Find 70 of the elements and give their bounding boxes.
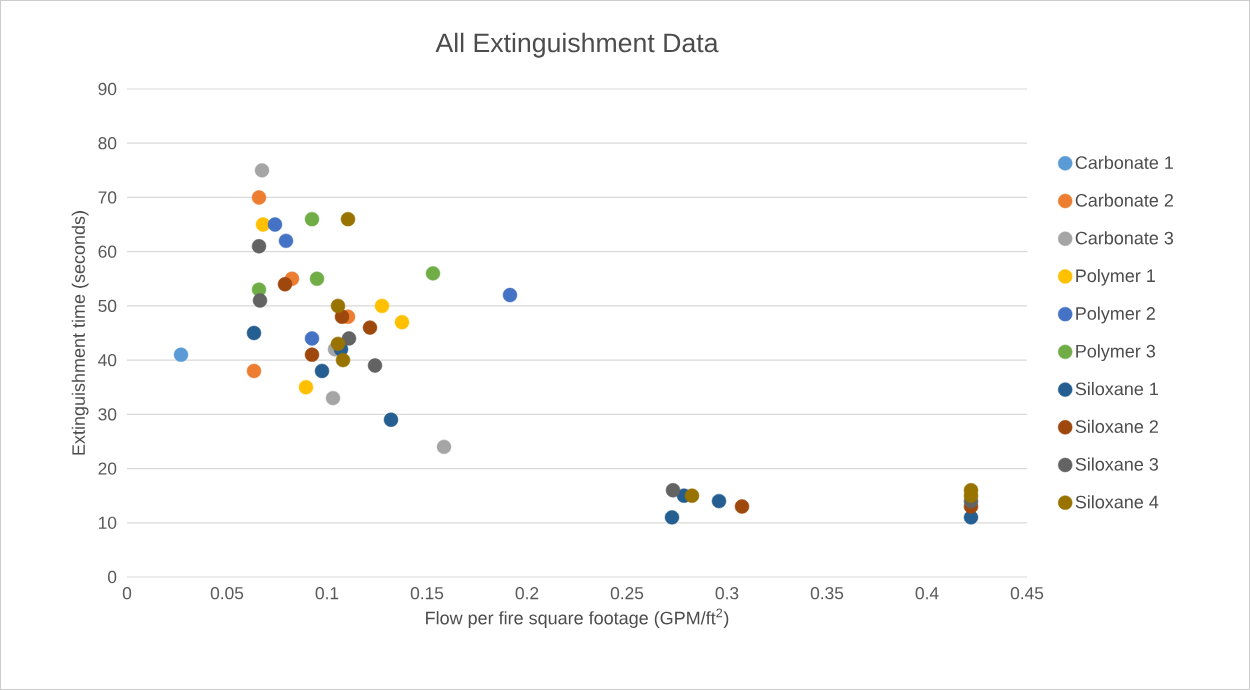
legend-label: Polymer 2	[1076, 306, 1155, 324]
point	[330, 298, 346, 314]
x-tick-label: 0.45	[1010, 587, 1044, 600]
point	[711, 493, 727, 509]
point	[304, 211, 320, 227]
point	[325, 390, 341, 406]
y-tick-label: 20	[98, 462, 117, 475]
x-tick-label: 0.05	[210, 587, 244, 600]
point	[664, 510, 680, 525]
x-tick-label: 0.3	[715, 587, 739, 600]
y-tick-label: 90	[98, 82, 117, 96]
point	[251, 239, 267, 254]
y-tick-label: 10	[98, 516, 117, 529]
point	[665, 483, 681, 498]
point	[298, 380, 314, 395]
point	[367, 358, 383, 373]
point	[374, 298, 390, 314]
x-tick-label: 0.35	[810, 587, 844, 600]
point	[335, 352, 351, 368]
y-tick-label: 60	[98, 245, 117, 258]
point	[267, 217, 283, 232]
point	[383, 412, 399, 427]
legend-label: Carbonate 1	[1075, 155, 1173, 169]
point	[309, 271, 325, 286]
x-tick-label: 0.2	[515, 587, 539, 600]
point	[278, 233, 294, 249]
point	[304, 347, 320, 362]
legend-label: Polymer 1	[1076, 268, 1155, 286]
point	[246, 325, 262, 341]
legend-label: Siloxane 1	[1075, 382, 1158, 396]
legend-label: Carbonate 2	[1075, 193, 1173, 207]
legend-label: Siloxane 4	[1075, 495, 1159, 509]
point	[436, 439, 452, 455]
y-tick-label: 30	[98, 408, 117, 421]
point	[425, 266, 441, 281]
point	[334, 309, 350, 324]
point	[341, 331, 357, 346]
point	[304, 331, 320, 346]
point	[330, 336, 346, 352]
point	[734, 499, 750, 514]
y-tick-label: 50	[98, 299, 117, 313]
point	[362, 320, 378, 335]
chart-title: All Extinguishment Data	[435, 32, 719, 58]
point	[314, 363, 330, 379]
y-tick-label: 70	[98, 191, 117, 204]
point	[252, 293, 268, 308]
point	[502, 287, 518, 303]
legend-label: Polymer 3	[1076, 344, 1156, 362]
point	[340, 211, 356, 227]
point	[255, 217, 271, 232]
y-tick-label: 0	[107, 570, 117, 584]
x-tick-label: 0.15	[410, 587, 444, 600]
point	[684, 488, 700, 503]
point	[254, 163, 270, 178]
x-tick-label: 0	[122, 587, 132, 600]
y-tick-label: 40	[98, 353, 117, 367]
y-tick-label: 80	[98, 137, 117, 150]
x-tick-label: 0.25	[610, 587, 644, 600]
x-tick-label: 0.4	[915, 587, 939, 600]
point	[394, 314, 410, 330]
legend-label: Carbonate 3	[1075, 231, 1174, 245]
x-axis-title: Flow per fire square footage (GPM/ft$^{2}$)	[426, 608, 729, 628]
y-axis-title: Extinguishment time (seconds)	[71, 211, 89, 455]
point	[246, 363, 262, 379]
point	[251, 190, 267, 205]
legend-label: Siloxane 3	[1075, 457, 1159, 471]
legend-label: Siloxane 2	[1075, 419, 1158, 433]
point	[277, 277, 293, 292]
point	[173, 347, 189, 362]
x-tick-label: 0.1	[315, 587, 339, 600]
